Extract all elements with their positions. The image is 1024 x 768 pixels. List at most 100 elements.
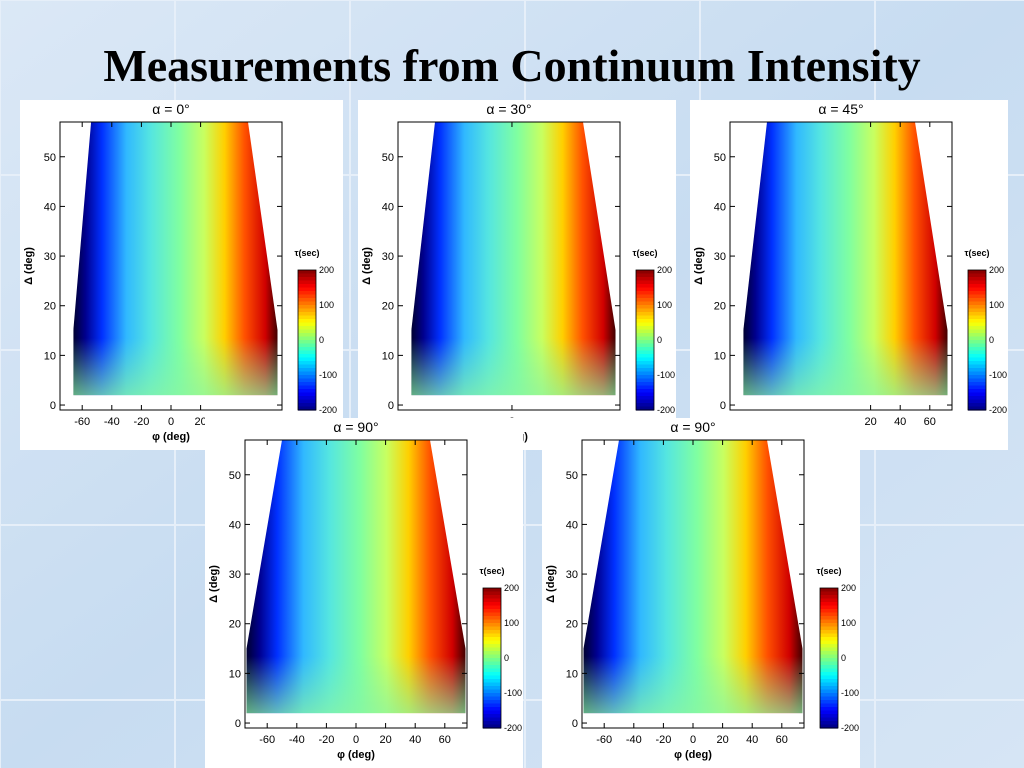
x-tick-label: 20	[379, 734, 391, 746]
colorbar-swatch	[636, 392, 654, 397]
colorbar-swatch	[968, 406, 986, 411]
colorbar-swatch	[483, 661, 501, 666]
x-tick-label: 60	[776, 734, 788, 746]
colorbar-swatch	[298, 382, 316, 387]
colorbar-swatch	[298, 312, 316, 317]
colorbar-swatch	[968, 357, 986, 362]
colorbar-swatch	[298, 277, 316, 282]
colorbar-swatch	[298, 301, 316, 306]
colorbar-swatch	[820, 605, 838, 610]
colorbar-tick-label: 0	[319, 335, 324, 345]
x-tick-label: -40	[289, 734, 305, 746]
y-tick-label: 20	[566, 619, 578, 631]
chart-title: α = 30°	[486, 101, 531, 117]
y-tick-label: 20	[382, 301, 394, 313]
colorbar-swatch	[483, 721, 501, 726]
colorbar-swatch	[636, 326, 654, 331]
colorbar-swatch	[298, 403, 316, 408]
x-tick-label: 20	[716, 734, 728, 746]
colorbar-tick-label: -200	[841, 723, 859, 733]
colorbar-swatch	[298, 308, 316, 313]
x-tick-label: -40	[104, 416, 120, 428]
colorbar-swatch	[483, 598, 501, 603]
colorbar-swatch	[636, 364, 654, 369]
colorbar-tick-label: -100	[841, 688, 859, 698]
colorbar-swatch	[636, 340, 654, 345]
colorbar-swatch	[820, 612, 838, 617]
colorbar-swatch	[298, 333, 316, 338]
chart-title: α = 45°	[818, 101, 863, 117]
colorbar-swatch	[820, 623, 838, 628]
colorbar-swatch	[820, 700, 838, 705]
colorbar-swatch	[298, 284, 316, 289]
colorbar-swatch	[968, 378, 986, 383]
colorbar-tick-label: 200	[989, 265, 1004, 275]
colorbar-swatch	[483, 633, 501, 638]
colorbar-title: τ(sec)	[632, 248, 657, 258]
heatmap-field	[73, 122, 278, 396]
colorbar-swatch	[820, 679, 838, 684]
y-tick-label: 40	[229, 519, 241, 531]
chart-panel-alpha-0: α = 0° 0 10 20 30 40 50 -60 -40 -20 0 20 φ (deg) Δ (d…	[20, 100, 343, 450]
y-axis-label: Δ (deg)	[208, 565, 220, 603]
colorbar-swatch	[483, 616, 501, 621]
colorbar-tick-label: 0	[657, 335, 662, 345]
slide-title: Measurements from Continuum Intensity	[103, 40, 921, 91]
colorbar: τ(sec)200 100 0 -100 -200	[964, 248, 1007, 415]
colorbar-swatch	[298, 326, 316, 331]
colorbar-swatch	[483, 612, 501, 617]
chart-panel-alpha-90-left: α = 90° 0 10 20 30 40 50 -60 -40 -20 0 20 40 60 φ (deg…	[205, 418, 523, 768]
y-tick-label: 40	[44, 201, 56, 213]
colorbar-tick-label: 100	[989, 300, 1004, 310]
colorbar-swatch	[968, 305, 986, 310]
x-tick-label: 60	[439, 734, 451, 746]
y-tick-label: 50	[44, 152, 56, 164]
colorbar-swatch	[968, 280, 986, 285]
y-tick-label: 10	[229, 668, 241, 680]
colorbar-swatch	[298, 280, 316, 285]
colorbar-swatch	[968, 399, 986, 404]
y-tick-label: 0	[572, 718, 578, 730]
colorbar-title: τ(sec)	[294, 248, 319, 258]
colorbar-swatch	[483, 588, 501, 593]
colorbar-swatch	[968, 301, 986, 306]
colorbar-swatch	[968, 336, 986, 341]
colorbar-tick-label: 200	[319, 265, 334, 275]
colorbar-swatch	[820, 651, 838, 656]
colorbar-swatch	[298, 298, 316, 303]
colorbar-swatch	[636, 357, 654, 362]
y-tick-label: 0	[720, 400, 726, 412]
colorbar-swatch	[968, 319, 986, 324]
colorbar-swatch	[820, 647, 838, 652]
colorbar-swatch	[483, 668, 501, 673]
colorbar-swatch	[636, 343, 654, 348]
colorbar-swatch	[298, 294, 316, 299]
colorbar-tick-label: -200	[319, 405, 337, 415]
colorbar-swatch	[820, 665, 838, 670]
colorbar-swatch	[298, 319, 316, 324]
x-tick-label: -20	[133, 416, 149, 428]
colorbar-swatch	[968, 294, 986, 299]
x-tick-label: 40	[409, 734, 421, 746]
y-tick-label: 0	[50, 400, 56, 412]
colorbar-swatch	[968, 368, 986, 373]
y-tick-label: 30	[229, 569, 241, 581]
colorbar-swatch	[968, 350, 986, 355]
x-tick-label: 40	[894, 416, 906, 428]
colorbar-swatch	[968, 361, 986, 366]
y-tick-label: 10	[714, 350, 726, 362]
colorbar-swatch	[636, 361, 654, 366]
colorbar-swatch	[483, 626, 501, 631]
heatmap-field	[743, 122, 948, 396]
colorbar: τ(sec)200 100 0 -100 -200	[632, 248, 675, 415]
chart-panel-alpha-45: α = 45°01020304050204060φ (deg)Δ (deg)τ(…	[690, 100, 1008, 450]
colorbar-swatch	[636, 403, 654, 408]
colorbar-swatch	[968, 270, 986, 275]
colorbar-swatch	[483, 724, 501, 729]
colorbar-swatch	[636, 287, 654, 292]
colorbar-swatch	[298, 357, 316, 362]
colorbar-swatch	[968, 343, 986, 348]
colorbar-swatch	[483, 707, 501, 712]
colorbar-swatch	[483, 623, 501, 628]
